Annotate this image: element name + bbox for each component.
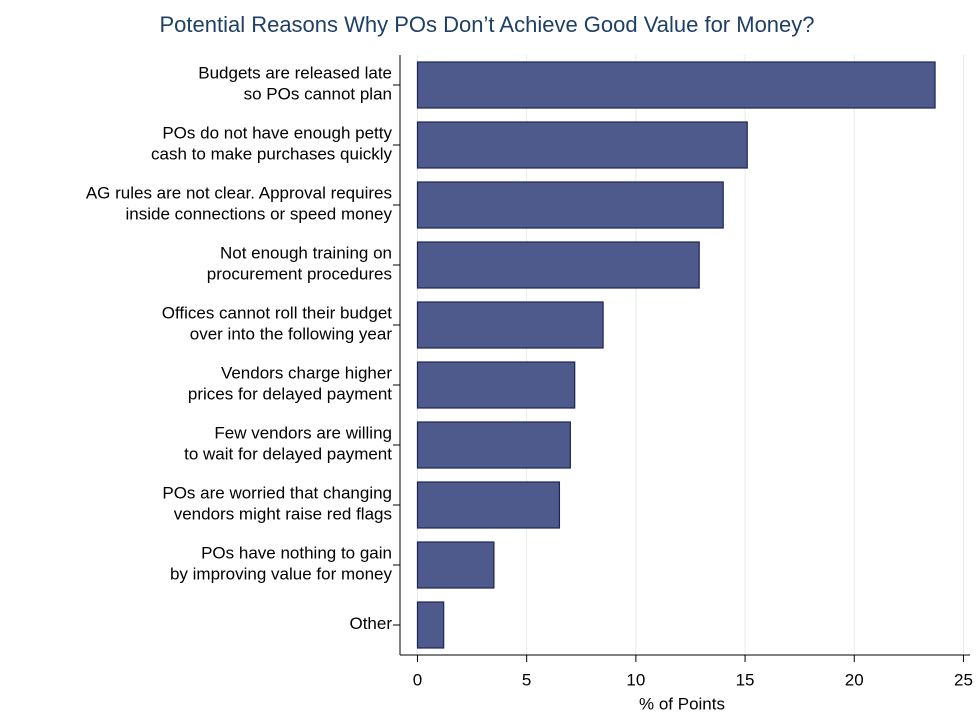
y-tick-label-line: POs have nothing to gain <box>201 544 392 563</box>
y-tick-label: POs do not have enough petty cash to make… <box>151 124 392 164</box>
bar <box>416 361 576 409</box>
x-tick-label: 0 <box>413 670 422 689</box>
y-tick-label: POs have nothing to gain by improving val… <box>170 544 393 584</box>
bar <box>416 121 748 169</box>
y-tick-label: AG rules are not clear. Approval require… <box>86 184 393 224</box>
bar <box>416 301 604 349</box>
y-tick-label-line: prices for delayed payment <box>188 385 392 404</box>
x-tick-label: 10 <box>626 670 645 689</box>
chart-title: Potential Reasons Why POs Don’t Achieve … <box>159 12 814 37</box>
y-tick-label-line: inside connections or speed money <box>126 205 393 224</box>
y-tick-label: Few vendors are willing to wait for delay… <box>184 424 392 464</box>
x-axis-label: % of Points <box>639 694 725 713</box>
x-tick-label: 20 <box>845 670 864 689</box>
y-tick-label: Budgets are released late so POs cannot p… <box>198 64 392 104</box>
y-tick-label-line: Vendors charge higher <box>221 364 392 383</box>
x-tick-label: 25 <box>954 670 973 689</box>
y-tick-label-line: POs are worried that changing <box>162 484 392 503</box>
x-tick-label: 15 <box>736 670 755 689</box>
y-tick-label: Offices cannot roll their budget over int… <box>162 304 393 344</box>
y-tick-label-line: vendors might raise red flags <box>174 505 392 524</box>
y-tick-label-line: Not enough training on <box>220 244 392 263</box>
y-tick-label-line: Budgets are released late <box>198 64 392 83</box>
bar <box>416 421 571 469</box>
y-tick-label-line: Other <box>349 614 392 633</box>
y-tick-label: Vendors charge higher prices for delayed … <box>188 364 392 404</box>
y-tick-label-line: over into the following year <box>190 325 393 344</box>
x-tick-label: 5 <box>522 670 531 689</box>
y-tick-label-line: by improving value for money <box>170 565 393 584</box>
bar <box>416 601 445 649</box>
bar <box>416 181 724 229</box>
bar <box>416 61 936 109</box>
y-tick-label-line: procurement procedures <box>207 265 392 284</box>
bar <box>416 241 700 289</box>
y-tick-label-line: POs do not have enough petty <box>162 124 392 143</box>
y-tick-label-line: to wait for delayed payment <box>184 445 392 464</box>
bar <box>416 481 561 529</box>
y-tick-label-line: so POs cannot plan <box>244 85 392 104</box>
y-tick-label-line: Offices cannot roll their budget <box>162 304 393 323</box>
y-tick-label: Not enough training on procurement proced… <box>207 244 392 284</box>
bar <box>416 541 495 589</box>
y-tick-label: POs are worried that changing vendors mig… <box>162 484 392 524</box>
y-tick-label-line: Few vendors are willing <box>214 424 392 443</box>
y-tick-label: Other <box>349 614 392 633</box>
y-tick-label-line: cash to make purchases quickly <box>151 145 392 164</box>
y-tick-label-line: AG rules are not clear. Approval require… <box>86 184 392 203</box>
